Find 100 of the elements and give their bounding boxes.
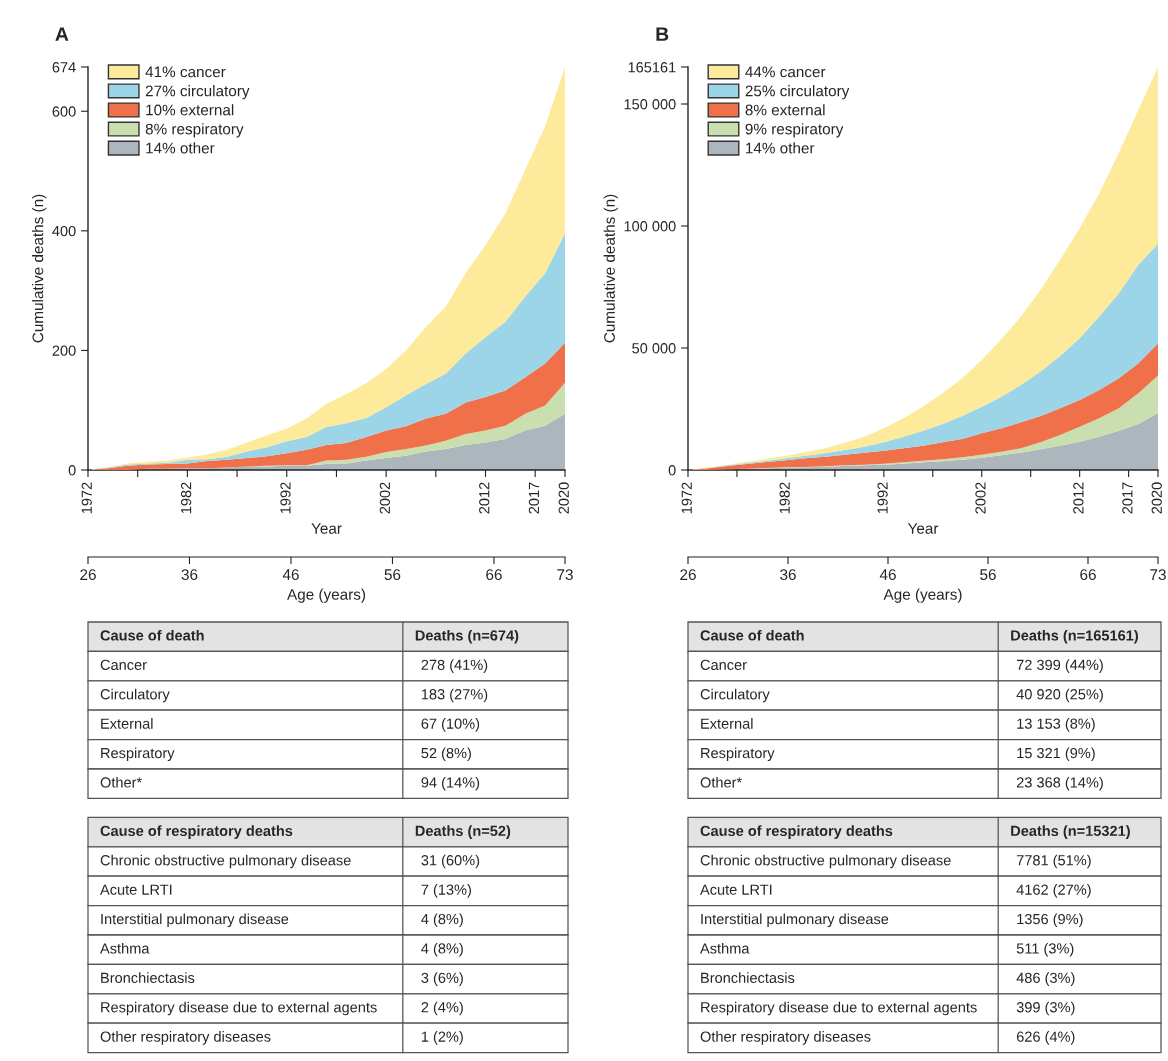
text: Other* [700, 776, 742, 788]
text: Circulatory [700, 688, 770, 703]
text: 486 (3%) [1016, 972, 1075, 986]
text: 40 920 (25%) [1016, 688, 1103, 703]
text: 1 (2%) [421, 1031, 463, 1045]
x2-axis-title: Age (years) [883, 588, 962, 603]
x2-tick-label: 36 [181, 569, 198, 581]
x-tick-label: 1982 [180, 482, 192, 514]
text: 4 (8%) [421, 913, 463, 928]
text: 4 (8%) [421, 942, 463, 957]
text: Respiratory [101, 747, 175, 762]
x2-tick-label: 73 [557, 569, 573, 581]
y-tick-label: 400 [52, 225, 76, 237]
y-axis-title: Cumulative deaths (n) [603, 194, 618, 343]
text: Asthma [700, 942, 750, 954]
text: Other respiratory diseases [100, 1031, 271, 1045]
legend-label: 44% cancer [745, 66, 826, 78]
text: Acute LRTI [700, 884, 772, 895]
text: Cancer [700, 659, 747, 671]
text: 1356 (9%) [1017, 913, 1083, 928]
text: Asthma [100, 942, 150, 954]
text: Chronic obstructive pulmonary disease [700, 854, 951, 869]
text: 13 153 (8%) [1017, 718, 1095, 732]
text: External [101, 718, 153, 729]
text: Cause of death [100, 629, 204, 641]
text: Respiratory [701, 747, 775, 762]
legend-label: 25% circulatory [745, 85, 850, 100]
text: Respiratory disease due to external agents [101, 1001, 377, 1016]
chart-title: A [55, 27, 69, 41]
x-tick-label: 2002 [975, 482, 986, 514]
y-tick-label: 200 [52, 345, 76, 356]
legend-label: 10% external [146, 104, 234, 116]
text: Acute LRTI [100, 884, 172, 895]
y-tick-label: 0 [68, 465, 76, 476]
text: Other respiratory diseases [700, 1031, 871, 1045]
text: Deaths (n=52) [415, 825, 511, 839]
text: 626 (4%) [1016, 1031, 1075, 1045]
text: 52 (8%) [421, 747, 471, 762]
x-axis-title: Year [311, 523, 342, 534]
legend-label: 8% respiratory [145, 123, 244, 138]
text: 23 368 (14%) [1016, 776, 1103, 791]
x-tick-label: 1972 [681, 482, 692, 514]
legend-label: 14% other [746, 142, 815, 154]
text: Deaths (n=15321) [1011, 825, 1130, 839]
text: Interstitial pulmonary disease [101, 913, 289, 928]
x-tick-label: 2012 [1073, 482, 1084, 514]
text: 3 (6%) [421, 972, 463, 986]
x2-tick-label: 56 [980, 569, 996, 581]
text: Chronic obstructive pulmonary disease [100, 854, 351, 869]
text: Bronchiectasis [101, 972, 195, 984]
text: Bronchiectasis [701, 972, 795, 984]
text: 94 (14%) [421, 776, 480, 791]
text: Cause of respiratory deaths [700, 825, 893, 839]
y-tick-label: 600 [52, 106, 76, 117]
legend-label: 14% other [146, 142, 215, 154]
x2-tick-label: 73 [1150, 569, 1166, 581]
text: 511 (3%) [1016, 942, 1074, 957]
text: Interstitial pulmonary disease [701, 913, 889, 928]
chart-title: B [656, 27, 669, 41]
text: Deaths (n=674) [415, 629, 519, 644]
legend-label: 41% cancer [145, 66, 226, 78]
x2-tick-label: 66 [1080, 569, 1096, 581]
legend-label: 27% circulatory [145, 85, 250, 100]
text: Cause of respiratory deaths [100, 825, 293, 839]
x-tick-label: 2002 [379, 482, 391, 514]
text: 4162 (27%) [1016, 884, 1091, 898]
text: 278 (41%) [421, 659, 488, 673]
y-tick-label: 674 [52, 62, 76, 73]
text: Cause of death [700, 629, 804, 641]
x-tick-label: 1992 [280, 482, 291, 514]
x2-axis-title: Age (years) [287, 588, 366, 603]
x-tick-label: 1982 [779, 482, 790, 514]
text: 31 (60%) [421, 854, 480, 869]
legend-label: 8% external [745, 104, 825, 116]
text: 72 399 (44%) [1016, 659, 1103, 673]
x-tick-label: 2020 [1151, 482, 1162, 514]
text: 7 (13%) [421, 884, 471, 898]
text: 15 321 (9%) [1017, 747, 1095, 762]
x-tick-label: 2020 [558, 482, 569, 514]
x-tick-label: 2017 [1122, 482, 1133, 514]
x-tick-label: 2012 [479, 482, 490, 514]
x2-tick-label: 46 [879, 569, 896, 581]
text: Cancer [100, 659, 147, 671]
text: Other* [100, 776, 142, 788]
x2-tick-label: 26 [680, 569, 696, 581]
y-tick-label: 165161 [628, 62, 676, 73]
y-axis-title: Cumulative deaths (n) [32, 194, 47, 343]
text: External [701, 718, 753, 729]
y-tick-label: 100 000 [624, 221, 676, 232]
x2-tick-label: 46 [282, 569, 299, 581]
y-tick-label: 150 000 [624, 99, 676, 110]
y-tick-label: 0 [668, 465, 676, 476]
text: 2 (4%) [421, 1001, 463, 1016]
x-axis-title: Year [907, 523, 939, 534]
text: 7781 (51%) [1016, 854, 1091, 869]
text: 399 (3%) [1016, 1001, 1075, 1016]
x-tick-label: 1972 [81, 482, 92, 514]
y-tick-label: 50 000 [632, 343, 676, 354]
text: Circulatory [100, 688, 170, 703]
text: Deaths (n=165161) [1011, 629, 1138, 644]
